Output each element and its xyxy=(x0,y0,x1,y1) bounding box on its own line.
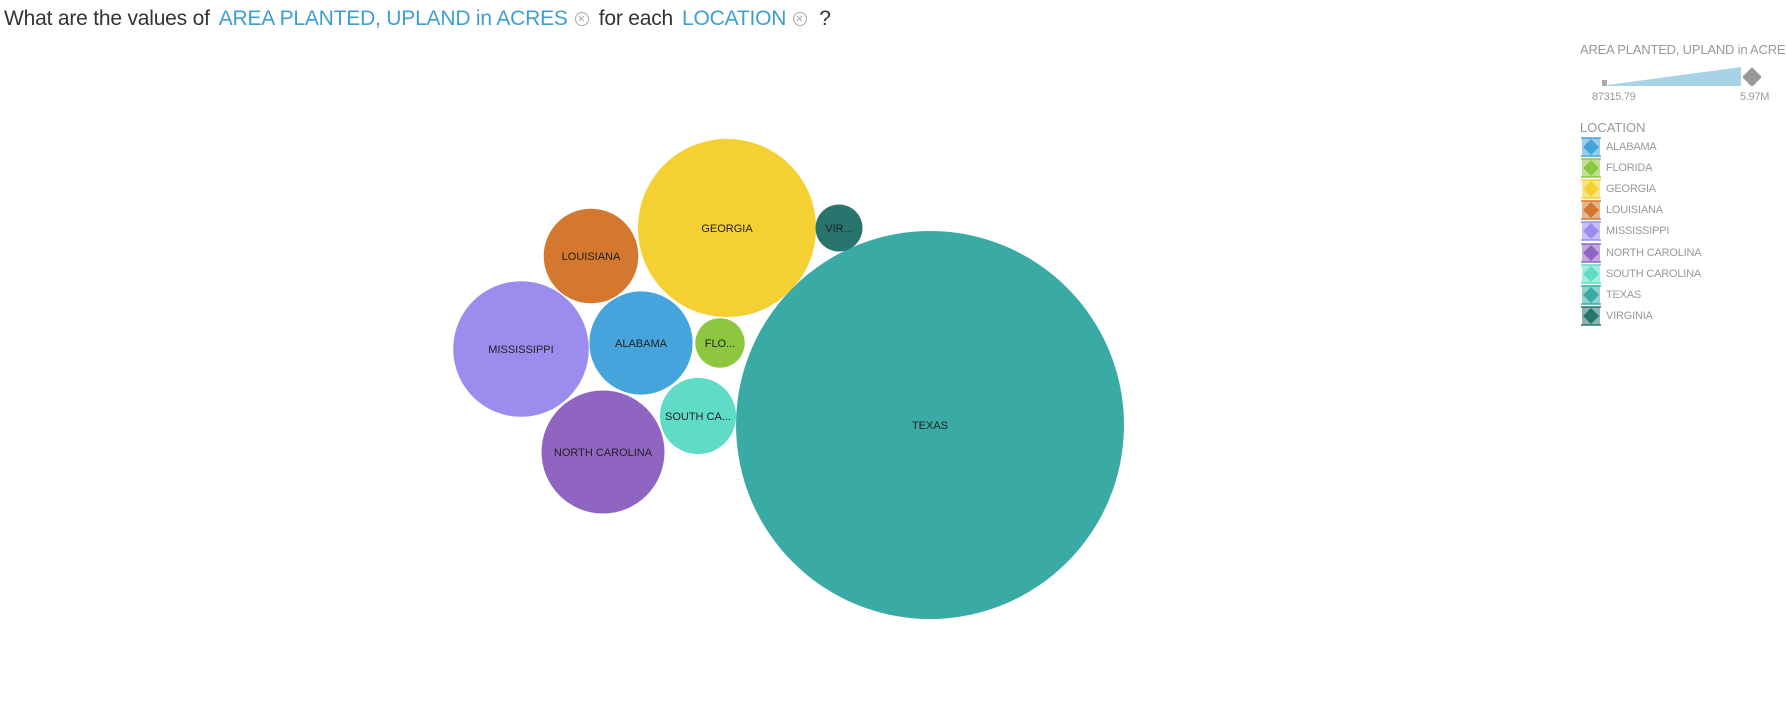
legend-label: SOUTH CAROLINA xyxy=(1606,267,1701,280)
bubble-north-carolina[interactable] xyxy=(541,390,665,514)
legend-swatch-icon xyxy=(1581,200,1601,220)
legend-item-georgia[interactable]: GEORGIA xyxy=(1580,178,1701,199)
size-legend-graphic xyxy=(1602,67,1762,87)
remove-dimension-icon[interactable] xyxy=(793,12,808,26)
bubble-mississippi[interactable] xyxy=(453,281,589,417)
legend-item-north-carolina[interactable]: NORTH CAROLINA xyxy=(1580,242,1702,263)
legend-swatch-icon xyxy=(1581,263,1601,284)
question-prefix: What are the values of xyxy=(4,7,210,30)
measure-chip[interactable]: AREA PLANTED, UPLAND in ACRES xyxy=(218,7,568,30)
size-legend-min: 87315.79 xyxy=(1592,91,1636,103)
legend-item-mississippi[interactable]: MISSISSIPPI xyxy=(1580,221,1701,242)
legend-label: LOUISIANA xyxy=(1606,204,1663,217)
question-bar: What are the values of AREA PLANTED, UPL… xyxy=(4,4,831,34)
bubble-alabama[interactable] xyxy=(589,291,693,395)
size-legend-max: 5.97M xyxy=(1740,91,1770,103)
legend-swatch-icon xyxy=(1581,285,1601,305)
size-legend-min-marker xyxy=(1602,80,1607,86)
color-legend-title: LOCATION xyxy=(1580,120,1646,135)
bubble-south-carolina[interactable] xyxy=(659,377,737,455)
size-legend-ramp xyxy=(1608,67,1741,86)
bubble-texas[interactable] xyxy=(736,231,1124,619)
question-middle: for each xyxy=(598,7,673,30)
bubble-virginia[interactable] xyxy=(815,204,863,252)
legend-swatch-icon xyxy=(1581,179,1601,199)
legend-item-alabama[interactable]: ALABAMA xyxy=(1580,136,1701,157)
legend-label: NORTH CAROLINA xyxy=(1606,246,1702,259)
bubble-louisiana[interactable] xyxy=(543,208,639,304)
legend-item-florida[interactable]: FLORIDA xyxy=(1580,157,1701,178)
legend-item-louisiana[interactable]: LOUISIANA xyxy=(1580,200,1701,221)
legend-swatch-icon xyxy=(1581,221,1601,242)
dimension-chip[interactable]: LOCATION xyxy=(682,7,787,30)
legend-label: FLORIDA xyxy=(1606,161,1653,174)
legend-item-virginia[interactable]: VIRGINIA xyxy=(1580,306,1701,327)
legend-label: GEORGIA xyxy=(1606,182,1656,195)
legend-label: ALABAMA xyxy=(1606,140,1657,153)
question-suffix: ? xyxy=(819,7,831,30)
legend-swatch-icon xyxy=(1581,306,1601,326)
size-legend-max-marker xyxy=(1742,67,1762,87)
remove-measure-icon[interactable] xyxy=(574,12,589,26)
color-legend: ALABAMA FLORIDA GEORGIA LOUISIANA MISSISSIPP… xyxy=(1580,136,1702,327)
size-legend-title: AREA PLANTED, UPLAND in ACRES xyxy=(1580,42,1786,57)
bubble-florida[interactable] xyxy=(695,318,745,368)
legend-item-texas[interactable]: TEXAS xyxy=(1580,284,1701,305)
legend-label: TEXAS xyxy=(1606,288,1642,301)
legend-item-south-carolina[interactable]: SOUTH CAROLINA xyxy=(1580,263,1701,284)
legend-swatch-icon xyxy=(1581,242,1601,263)
legend-label: VIRGINIA xyxy=(1606,310,1653,323)
legend-label: MISSISSIPPI xyxy=(1606,225,1670,238)
bubble-georgia[interactable] xyxy=(637,138,817,318)
legend-swatch-icon xyxy=(1581,136,1601,157)
legend-swatch-icon xyxy=(1581,158,1601,178)
